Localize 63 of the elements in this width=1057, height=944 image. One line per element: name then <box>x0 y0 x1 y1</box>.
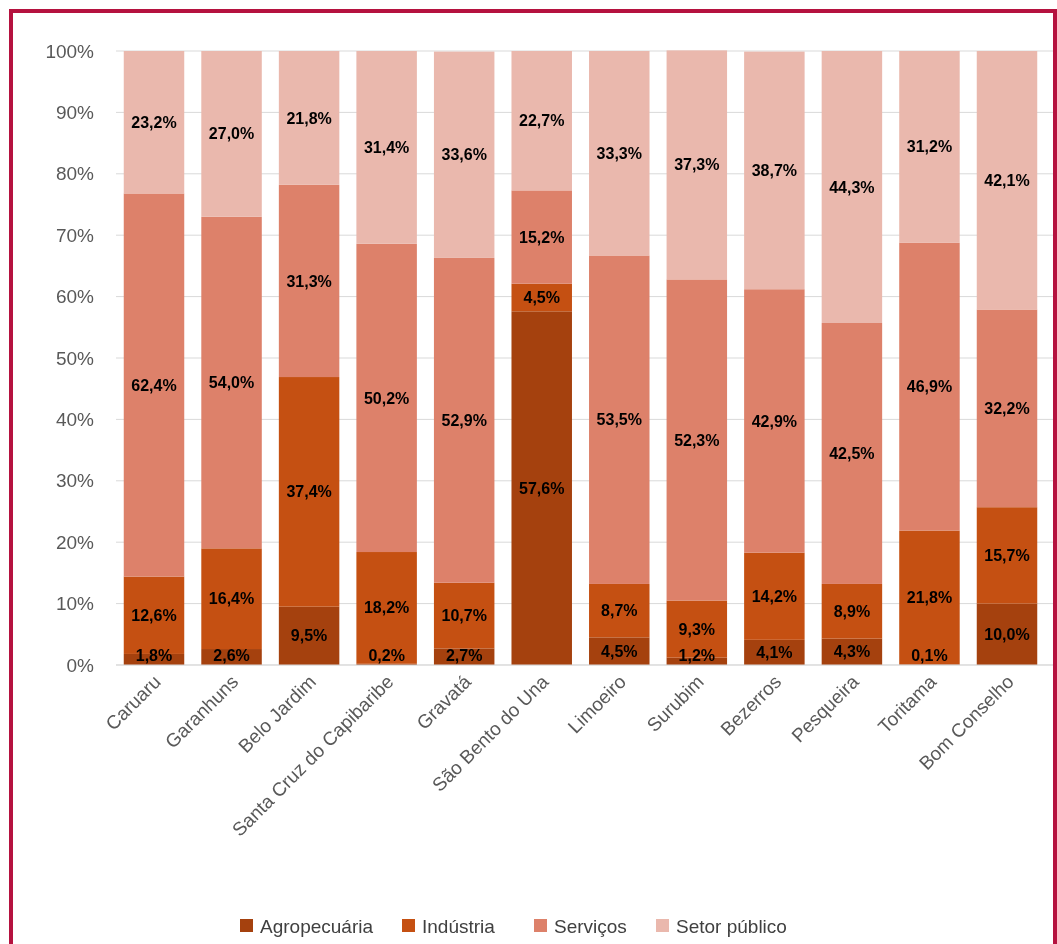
data-label: 15,2% <box>519 228 565 246</box>
data-label: 21,8% <box>906 589 953 607</box>
data-label: 22,7% <box>519 112 565 130</box>
data-label: 0,1% <box>911 646 948 664</box>
data-label: 46,9% <box>906 378 953 396</box>
data-label: 1,2% <box>678 646 716 664</box>
data-label: 52,9% <box>441 411 487 429</box>
data-label: 31,4% <box>363 139 410 156</box>
data-label: 4,3% <box>833 643 871 661</box>
data-label: 27,0% <box>208 125 255 143</box>
legend-label: Agropecuária <box>260 915 374 937</box>
data-label: 31,2% <box>906 138 953 156</box>
legend-label: Serviços <box>554 915 627 937</box>
data-label: 37,4% <box>286 483 332 501</box>
y-tick-label: 30% <box>55 470 95 492</box>
data-label: 50,2% <box>363 389 410 407</box>
y-tick-label: 80% <box>55 163 95 185</box>
data-label: 4,5% <box>523 289 560 307</box>
y-tick-label: 70% <box>55 224 95 246</box>
data-label: 9,5% <box>290 627 328 645</box>
data-label: 42,9% <box>751 412 798 430</box>
data-label: 10,7% <box>441 607 487 625</box>
data-label: 1,8% <box>135 646 173 664</box>
data-label: 4,1% <box>756 644 793 662</box>
data-label: 52,3% <box>674 431 720 449</box>
y-tick-label: 20% <box>55 531 95 553</box>
data-label: 38,7% <box>751 162 798 180</box>
data-label: 4,5% <box>601 642 638 660</box>
data-label: 23,2% <box>131 113 177 131</box>
y-tick-label: 10% <box>55 593 95 615</box>
data-label: 57,6% <box>519 479 565 497</box>
data-label: 42,5% <box>829 445 875 463</box>
data-label: 10,0% <box>984 625 1030 643</box>
data-label: 2,6% <box>213 646 250 664</box>
data-label: 42,1% <box>984 171 1030 189</box>
data-label: 62,4% <box>131 376 177 394</box>
legend-label: Setor público <box>676 915 787 937</box>
data-label: 15,7% <box>984 547 1030 564</box>
y-tick-label: 40% <box>55 409 95 431</box>
data-label: 9,3% <box>678 620 716 638</box>
data-label: 18,2% <box>363 599 410 617</box>
data-label: 8,7% <box>601 602 638 620</box>
data-label: 32,2% <box>984 399 1030 417</box>
data-label: 37,3% <box>674 156 720 174</box>
data-label: 8,9% <box>833 602 871 620</box>
y-tick-label: 60% <box>55 286 95 308</box>
data-label: 31,3% <box>286 272 332 290</box>
data-label: 16,4% <box>208 590 255 608</box>
data-label: 21,8% <box>286 109 332 127</box>
y-tick-label: 90% <box>55 102 95 124</box>
data-label: 0,2% <box>368 646 405 664</box>
data-label: 14,2% <box>751 587 798 605</box>
data-label: 33,6% <box>441 146 487 164</box>
data-label: 53,5% <box>596 411 642 429</box>
legend-label: Indústria <box>422 915 496 937</box>
y-tick-label: 50% <box>55 347 95 369</box>
data-label: 54,0% <box>208 374 255 392</box>
data-label: 12,6% <box>131 606 177 624</box>
data-label: 44,3% <box>829 178 875 196</box>
data-label: 2,7% <box>445 646 483 664</box>
y-tick-label: 0% <box>66 654 95 676</box>
data-label: 33,3% <box>596 144 642 162</box>
y-tick-label: 100% <box>45 40 95 62</box>
